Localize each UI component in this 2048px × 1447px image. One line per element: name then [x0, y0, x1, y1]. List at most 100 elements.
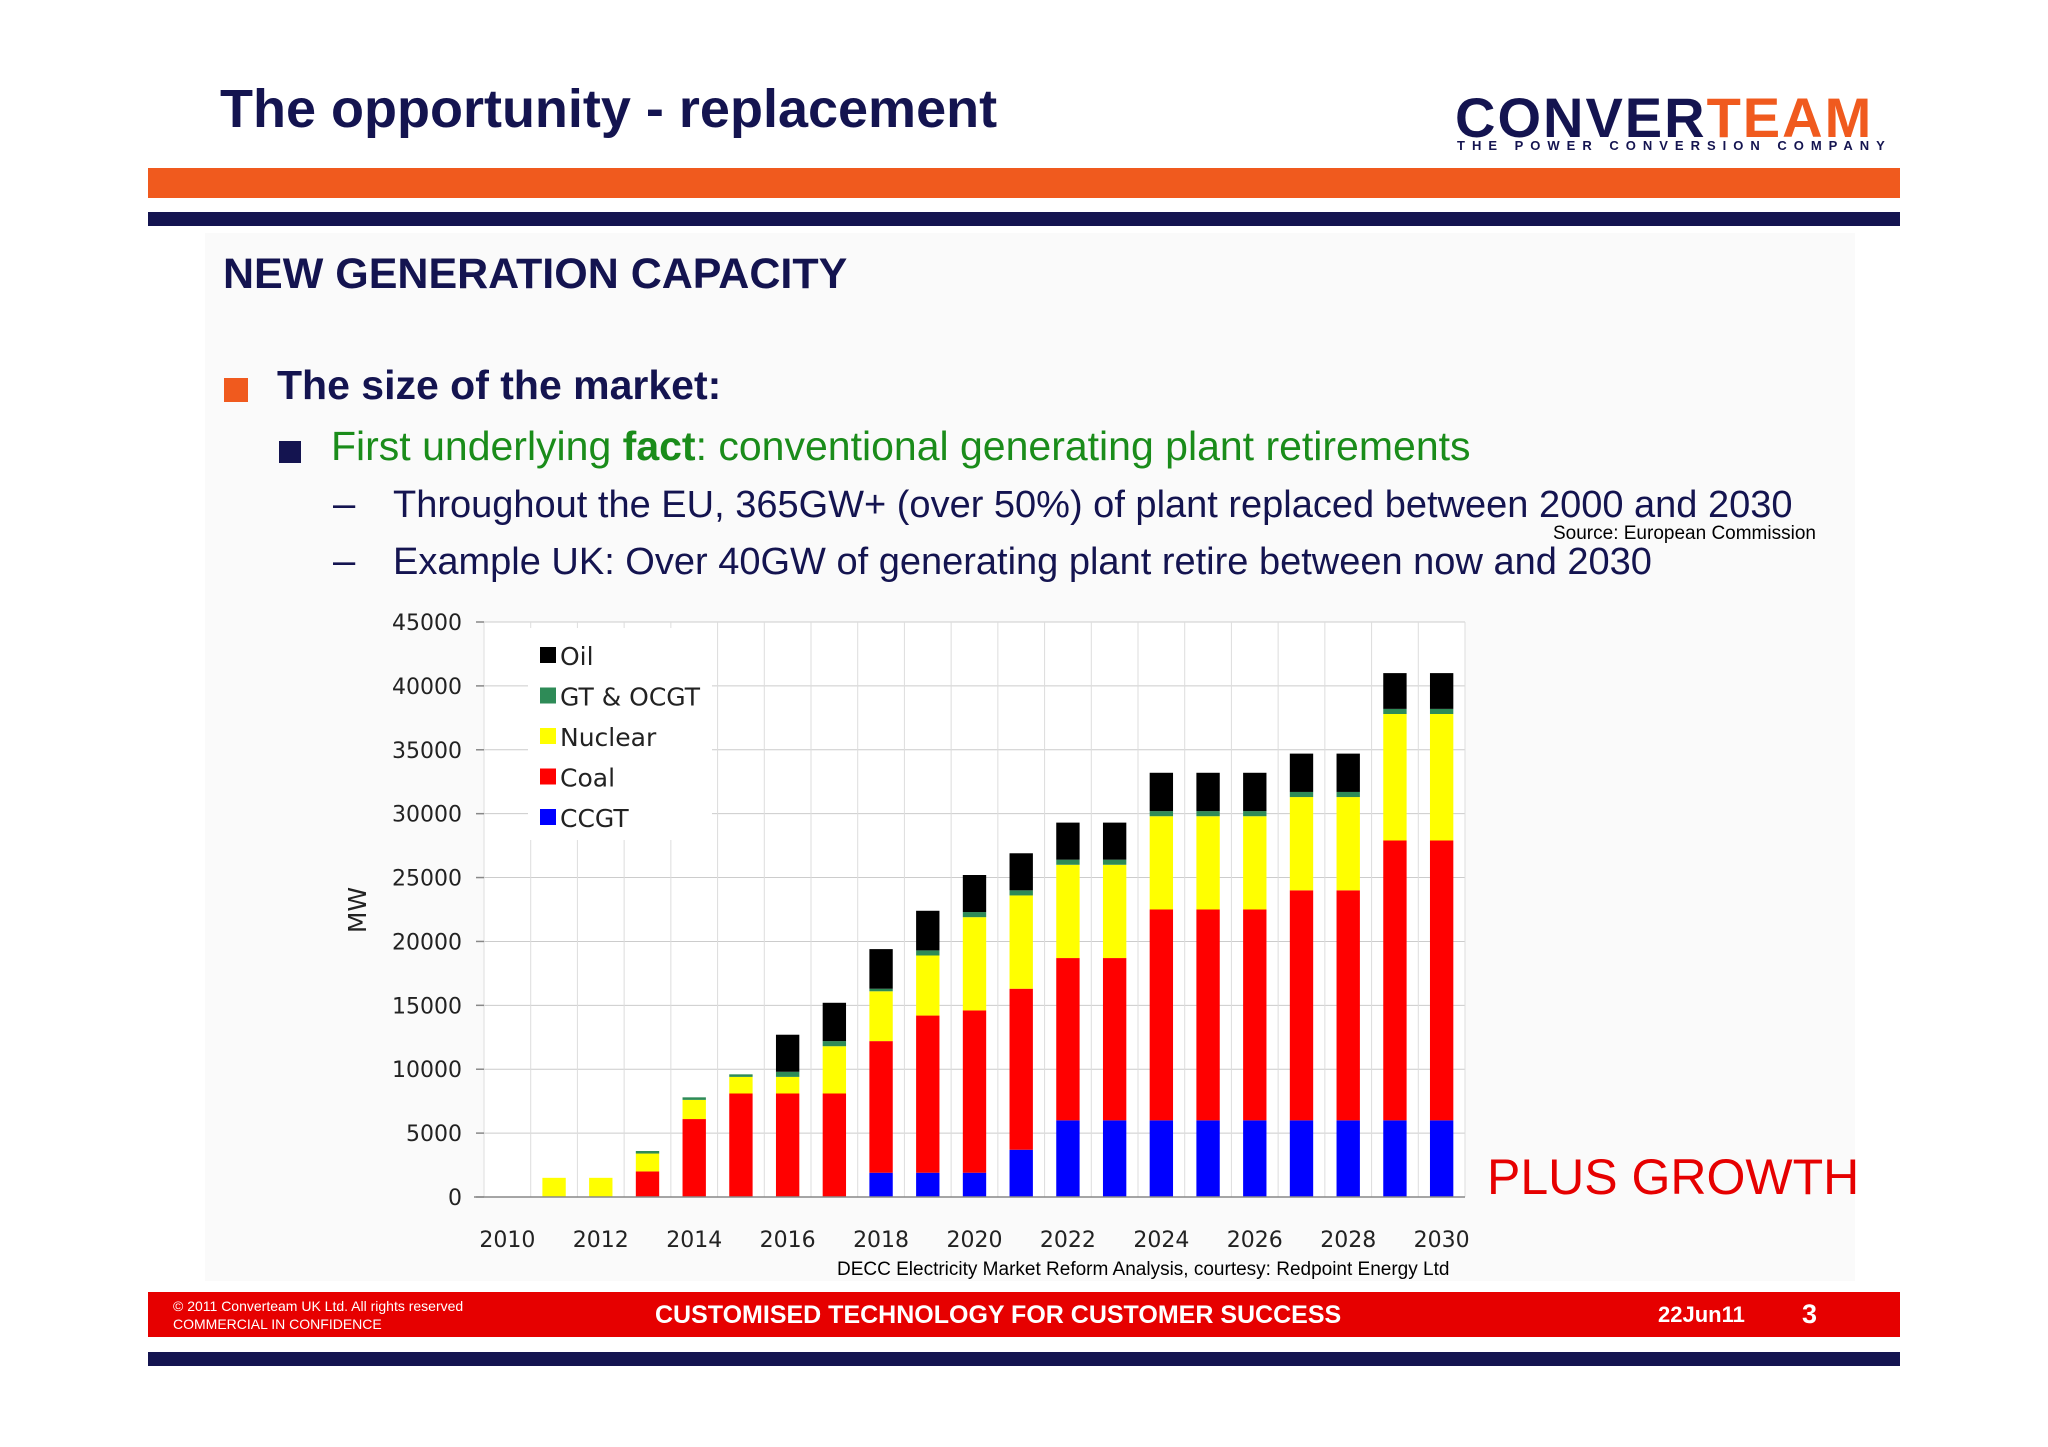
converteam-logo: CONVERTEAM THE POWER CONVERSION COMPANY [1455, 88, 1885, 158]
bar-segment-coal [1383, 840, 1407, 1121]
legend-swatch [540, 728, 556, 744]
bar-segment-oil [1429, 673, 1454, 709]
bar-segment-oil [1336, 753, 1360, 792]
logo-wordmark-dark: CONVER [1455, 86, 1707, 149]
bar-segment-oil [962, 875, 987, 913]
bar-segment-nuclear [1336, 797, 1360, 891]
legend-swatch [540, 647, 556, 663]
bar-segment-oil [775, 1034, 800, 1072]
x-tick-label: 2010 [479, 1228, 535, 1253]
bar-segment-gt-ocgt [775, 1071, 800, 1077]
bar-segment-gt-ocgt [822, 1041, 847, 1047]
header-orange-bar [148, 168, 1900, 198]
logo-wordmark: CONVERTEAM [1455, 88, 1873, 148]
bar-segment-oil [1102, 822, 1127, 860]
footer-date: 22Jun11 [1658, 1302, 1745, 1327]
bar-segment-coal [1336, 890, 1360, 1121]
legend-swatch [540, 768, 556, 785]
footer-slogan: CUSTOMISED TECHNOLOGY FOR CUSTOMER SUCCE… [655, 1301, 1342, 1329]
chart-axes: 0 5000 10000 15000 20000 25000 30000 35000 40000… [392, 611, 1470, 1253]
bar-segment-oil [822, 1002, 847, 1042]
footer-copyright: © 2011 Converteam UK Ltd. All rights res… [173, 1298, 464, 1314]
legend-label: Coal [560, 764, 615, 793]
bar-segment-nuclear [682, 1099, 706, 1120]
x-tick-label: 2028 [1320, 1228, 1376, 1253]
bar-segment-gt-ocgt [1336, 791, 1360, 798]
bar-segment-ccgt [1383, 1120, 1407, 1197]
bar-segment-ccgt [1056, 1120, 1080, 1197]
bar-segment-oil [1243, 772, 1267, 812]
slide-title: The opportunity - replacement [220, 79, 998, 139]
bar-segment-gt-ocgt [1243, 811, 1267, 817]
bar-segment-coal [822, 1093, 847, 1197]
bar-segment-coal [916, 1015, 940, 1173]
bar-segment-coal [1196, 909, 1220, 1121]
bar-segment-gt-ocgt [1102, 859, 1127, 865]
bar-segment-nuclear [1009, 895, 1033, 989]
bar-segment-gt-ocgt [962, 912, 987, 918]
bar-segment-nuclear [916, 955, 940, 1016]
bar-segment-gt-ocgt [916, 950, 940, 956]
bullet-level2-bold: fact [622, 423, 696, 469]
bullet-level1: The size of the market: [277, 362, 722, 408]
legend-label: GT & OCGT [560, 683, 701, 712]
bullet-level2-suffix: : conventional generating plant retireme… [695, 423, 1471, 469]
footer-navy-bar [148, 1352, 1900, 1366]
bar-segment-nuclear [1383, 714, 1407, 841]
page-number: 3 [1802, 1299, 1818, 1329]
x-tick-label: 2018 [853, 1228, 909, 1253]
header-navy-bar [148, 212, 1900, 226]
x-tick-label: 2024 [1133, 1228, 1189, 1253]
bullet-level2-prefix: First underlying [331, 423, 623, 469]
bar-segment-nuclear [729, 1076, 753, 1094]
x-tick-label: 2014 [666, 1228, 722, 1253]
bar-segment-ccgt [1102, 1120, 1127, 1197]
y-tick-label: 40000 [392, 675, 462, 700]
bar-segment-nuclear [775, 1076, 800, 1094]
bar-segment-oil [1149, 772, 1174, 812]
bar-segment-coal [775, 1093, 800, 1197]
bar-segment-gt-ocgt [1429, 708, 1454, 714]
footer-confidentiality: COMMERCIAL IN CONFIDENCE [173, 1316, 382, 1332]
bar-segment-coal [869, 1041, 893, 1173]
bar-segment-oil [1196, 772, 1220, 812]
bar-segment-nuclear [869, 991, 893, 1042]
bar-segment-nuclear [1289, 797, 1314, 891]
x-tick-label: 2012 [573, 1228, 629, 1253]
legend-box [528, 628, 712, 840]
legend-label: CCGT [560, 804, 629, 833]
bar-segment-nuclear [542, 1177, 566, 1197]
bar-segment-ccgt [1149, 1120, 1174, 1197]
bar-segment-ccgt [1009, 1149, 1033, 1197]
bar-segment-coal [1102, 958, 1127, 1121]
bar-segment-ccgt [1196, 1120, 1220, 1197]
bar-segment-gt-ocgt [869, 988, 893, 992]
bar-segment-nuclear [589, 1177, 613, 1197]
bar-segment-nuclear [1196, 816, 1220, 910]
bullet-level2: First underlying fact: conventional gene… [331, 423, 1471, 470]
bar-segment-ccgt [869, 1172, 893, 1197]
section-heading: NEW GENERATION CAPACITY [223, 250, 848, 298]
logo-tagline: THE POWER CONVERSION COMPANY [1457, 138, 1892, 153]
y-tick-label: 0 [448, 1186, 462, 1211]
bar-segment-gt-ocgt [729, 1074, 753, 1077]
bar-segment-coal [1289, 890, 1314, 1121]
bar-segment-gt-ocgt [1196, 811, 1220, 817]
bar-segment-nuclear [635, 1153, 660, 1172]
logo-wordmark-accent: TEAM [1706, 86, 1874, 149]
x-tick-label: 2030 [1414, 1228, 1470, 1253]
bar-segment-nuclear [1429, 714, 1454, 841]
bar-segment-oil [1289, 753, 1314, 792]
bar-segment-nuclear [1243, 816, 1267, 910]
bar-segment-coal [1429, 840, 1454, 1121]
bar-segment-oil [1383, 673, 1407, 709]
legend-label: Nuclear [560, 723, 657, 752]
bar-segment-gt-ocgt [1149, 811, 1174, 817]
plus-growth-callout: PLUS GROWTH [1487, 1149, 1860, 1205]
bar-segment-nuclear [1102, 864, 1127, 959]
bar-segment-oil [869, 949, 893, 989]
x-tick-label: 2026 [1227, 1228, 1283, 1253]
bar-segment-gt-ocgt [1056, 859, 1080, 865]
bar-segment-coal [1056, 958, 1080, 1121]
